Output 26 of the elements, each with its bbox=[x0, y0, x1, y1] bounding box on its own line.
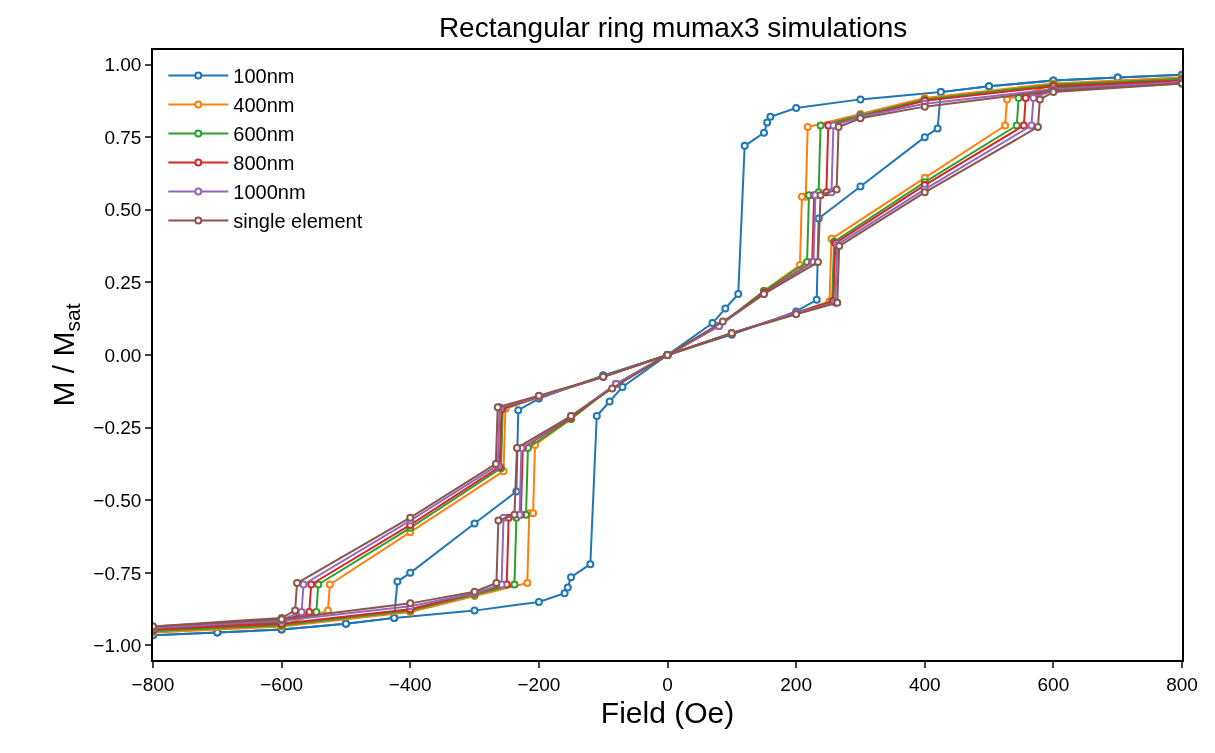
x-tick-label: 600 bbox=[1037, 673, 1070, 695]
legend-label: 800nm bbox=[233, 152, 295, 175]
x-axis-title: Field (Oe) bbox=[600, 695, 735, 729]
y-tick-label: 1.00 bbox=[104, 54, 142, 76]
legend-label: 600nm bbox=[233, 123, 295, 146]
x-tick-label: 0 bbox=[662, 673, 673, 695]
x-tick-label: 400 bbox=[908, 673, 941, 695]
chart-title: Rectangular ring mumax3 simulations bbox=[438, 11, 908, 43]
y-tick-label: 0.00 bbox=[104, 344, 142, 366]
legend-label: single element bbox=[233, 210, 363, 233]
y-tick-label: 0.75 bbox=[104, 126, 142, 148]
x-tick-label: 800 bbox=[1166, 673, 1198, 695]
x-tick-label: −600 bbox=[260, 673, 304, 695]
y-tick-label: −0.25 bbox=[93, 417, 142, 439]
x-tick-label: 200 bbox=[780, 673, 812, 695]
y-tick-label: −0.50 bbox=[93, 489, 142, 511]
y-tick-label: 0.50 bbox=[104, 199, 142, 221]
legend-label: 400nm bbox=[233, 94, 295, 117]
x-tick-label: −200 bbox=[517, 673, 561, 695]
legend-label: 1000nm bbox=[233, 181, 306, 204]
x-tick-label: −400 bbox=[388, 673, 432, 695]
y-tick-label: −0.75 bbox=[93, 562, 142, 584]
y-tick-label: −1.00 bbox=[93, 635, 142, 657]
legend-label: 100nm bbox=[233, 65, 295, 88]
y-tick-label: 0.25 bbox=[104, 272, 142, 294]
x-tick-label: −800 bbox=[131, 673, 175, 695]
